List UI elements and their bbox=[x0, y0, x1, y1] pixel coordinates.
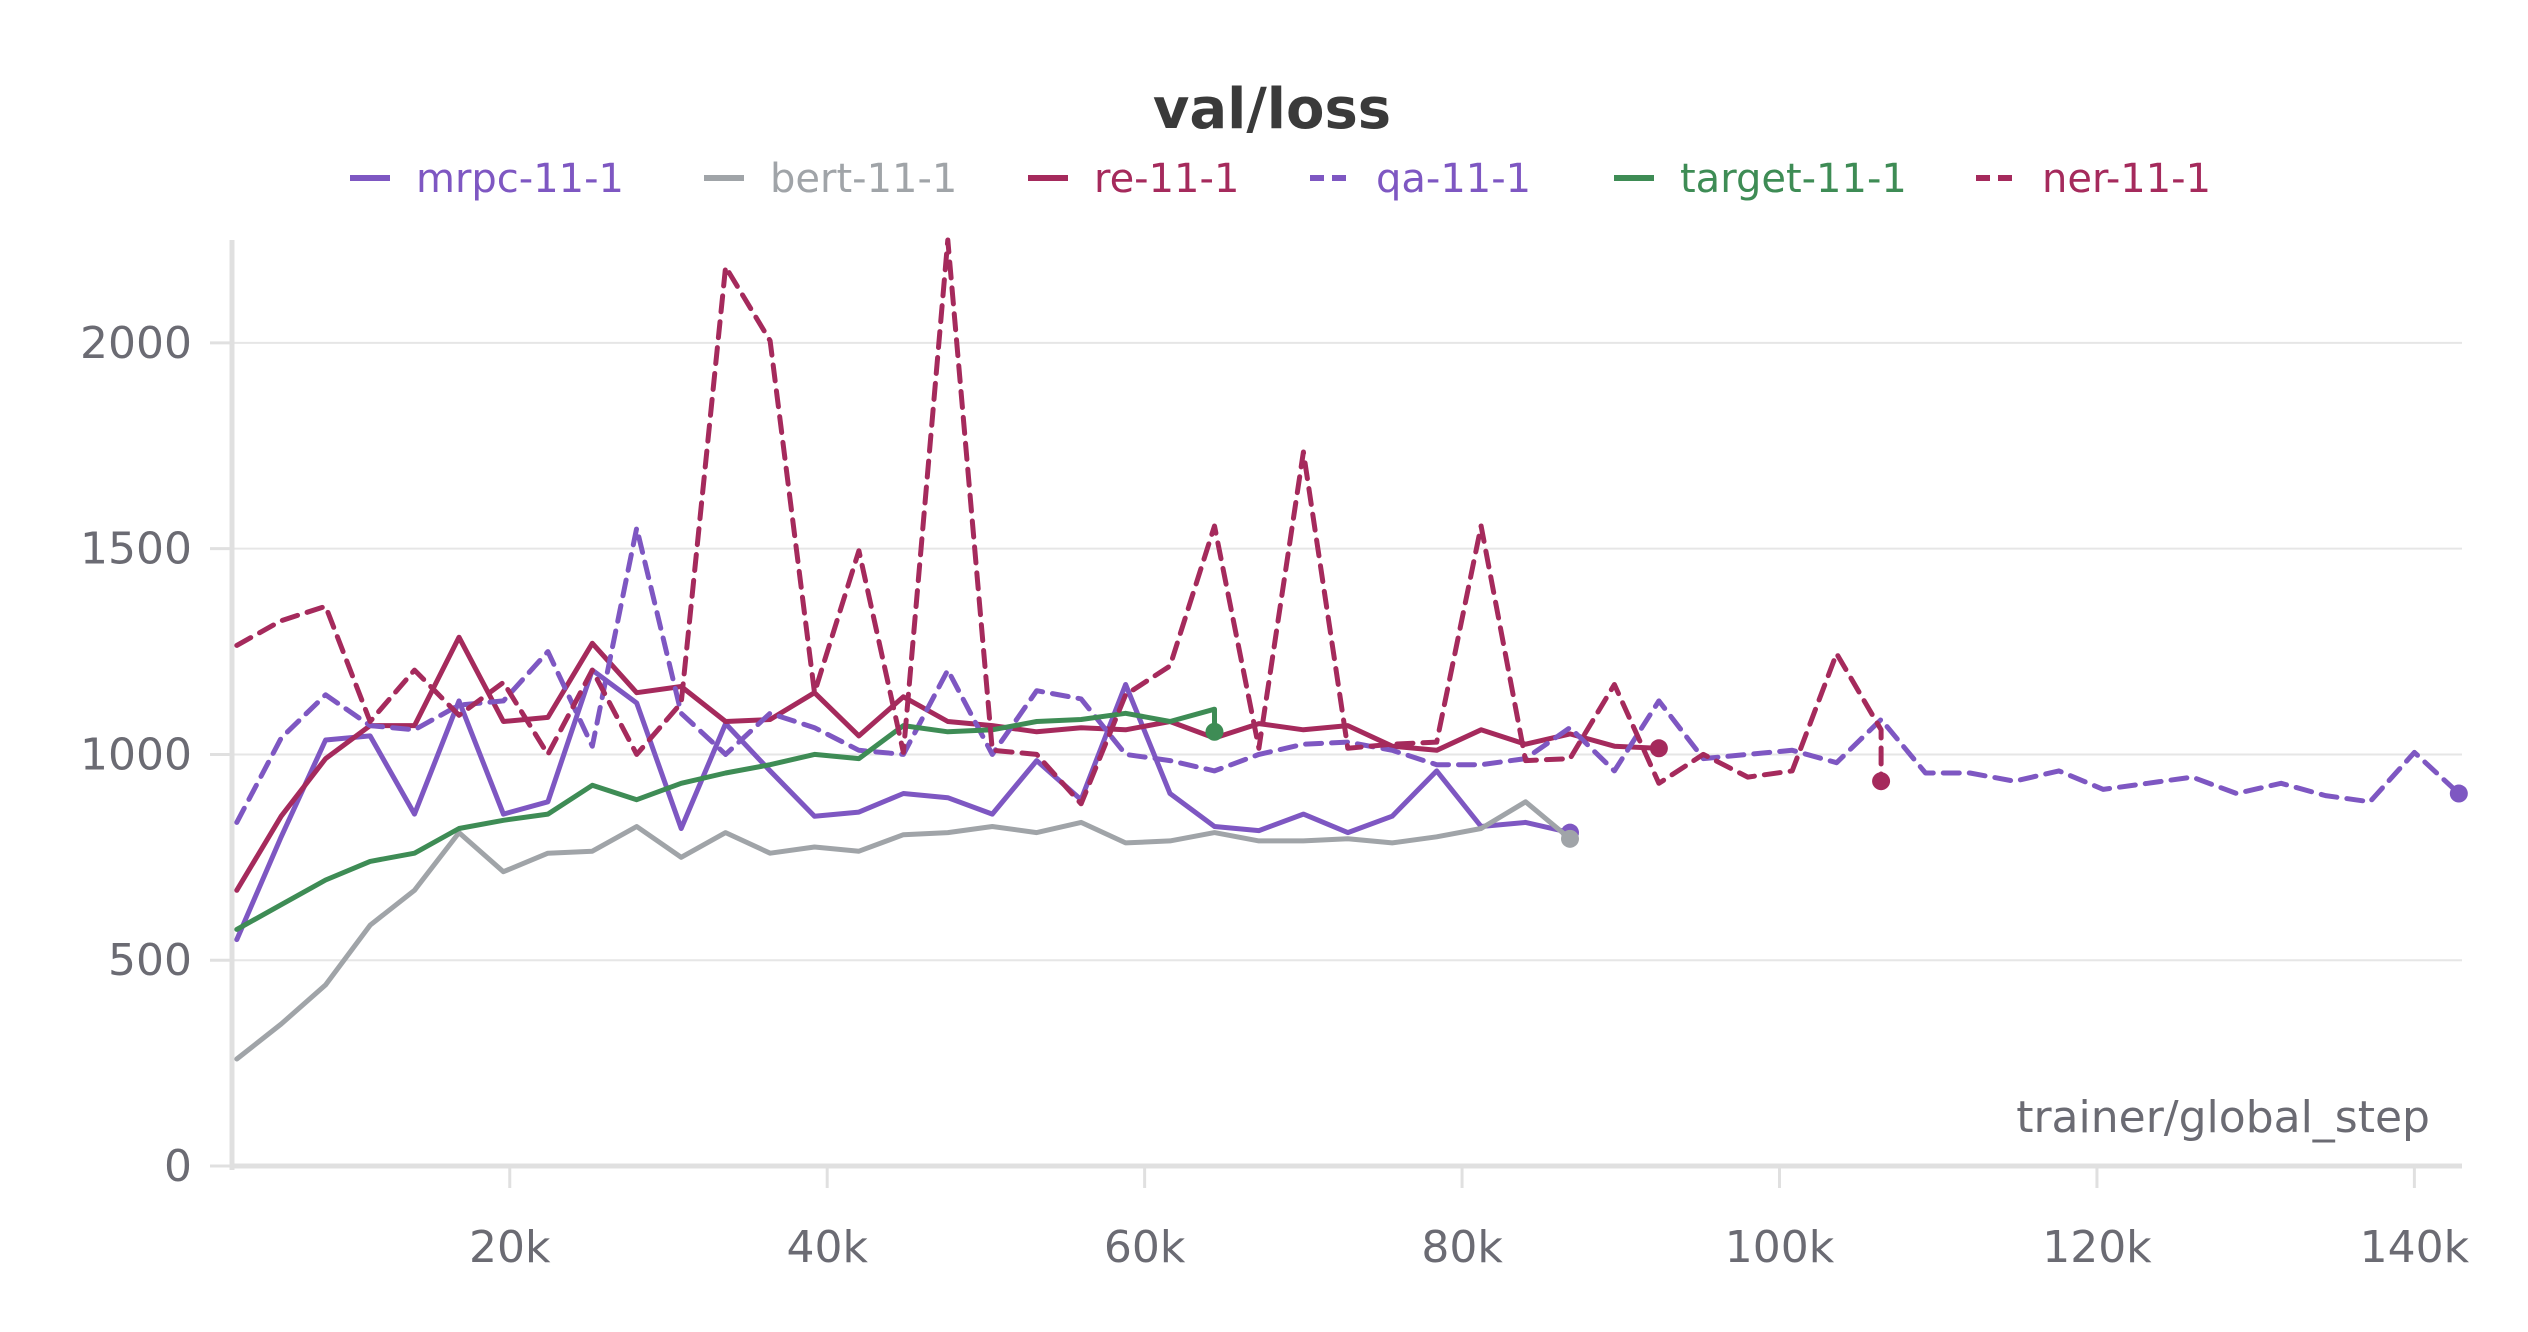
legend-item-mrpc-11-1[interactable]: mrpc-11-1 bbox=[350, 156, 624, 202]
series-layer bbox=[234, 237, 2468, 1062]
y-tick-label-2: 1000 bbox=[80, 729, 192, 780]
legend-item-target-11-1[interactable]: target-11-1 bbox=[1614, 156, 1907, 202]
legend: mrpc-11-1 bert-11-1 re-11-1 qa-11-1 target-1… bbox=[350, 156, 2211, 202]
legend-label-qa-11-1: qa-11-1 bbox=[1376, 156, 1531, 202]
series-endpoint-ner-11-1 bbox=[1872, 772, 1891, 791]
series-line-ner-11-1 bbox=[234, 237, 1884, 807]
legend-label-bert-11-1: bert-11-1 bbox=[770, 156, 957, 202]
series-endpoint-bert-11-1 bbox=[1561, 829, 1579, 848]
series-line-target-11-1 bbox=[234, 706, 1217, 932]
series-line-qa-11-1 bbox=[234, 525, 2462, 825]
series-line-mrpc-11-1 bbox=[234, 667, 1573, 943]
series-endpoint-qa-11-1 bbox=[2449, 784, 2468, 803]
x-tick-label-4: 100k bbox=[1725, 1222, 1835, 1273]
x-tick-label-3: 80k bbox=[1421, 1222, 1503, 1273]
y-tick-label-0: 0 bbox=[164, 1141, 192, 1192]
legend-item-bert-11-1[interactable]: bert-11-1 bbox=[704, 156, 957, 202]
series-endpoint-re-11-1 bbox=[1649, 739, 1668, 758]
x-tick-label-5: 120k bbox=[2042, 1222, 2152, 1273]
legend-item-ner-11-1[interactable]: ner-11-1 bbox=[1976, 156, 2211, 202]
y-tick-label-3: 1500 bbox=[80, 524, 192, 575]
x-tick-label-6: 140k bbox=[2360, 1222, 2470, 1273]
y-tick-label-4: 2000 bbox=[80, 318, 192, 369]
legend-label-mrpc-11-1: mrpc-11-1 bbox=[416, 156, 624, 202]
series-line-re-11-1 bbox=[234, 634, 1662, 893]
legend-label-target-11-1: target-11-1 bbox=[1680, 156, 1907, 202]
legend-label-ner-11-1: ner-11-1 bbox=[2042, 156, 2211, 202]
x-tick-label-0: 20k bbox=[469, 1222, 551, 1273]
series-endpoint-target-11-1 bbox=[1205, 722, 1224, 741]
legend-item-re-11-1[interactable]: re-11-1 bbox=[1028, 156, 1239, 202]
tick-labels: 0 500 1000 1500 2000 20k 40k 60k 80k 100k 120k 140k bbox=[80, 318, 2470, 1273]
chart-title: val/loss bbox=[1153, 77, 1391, 142]
series-line-bert-11-1 bbox=[234, 799, 1573, 1062]
legend-item-qa-11-1[interactable]: qa-11-1 bbox=[1310, 156, 1531, 202]
x-tick-label-2: 60k bbox=[1104, 1222, 1186, 1273]
legend-label-re-11-1: re-11-1 bbox=[1094, 156, 1239, 202]
x-axis-label: trainer/global_step bbox=[2016, 1092, 2430, 1143]
y-tick-label-1: 500 bbox=[108, 935, 192, 986]
grid bbox=[232, 341, 2462, 962]
axes bbox=[210, 240, 2462, 1188]
x-tick-label-1: 40k bbox=[786, 1222, 868, 1273]
